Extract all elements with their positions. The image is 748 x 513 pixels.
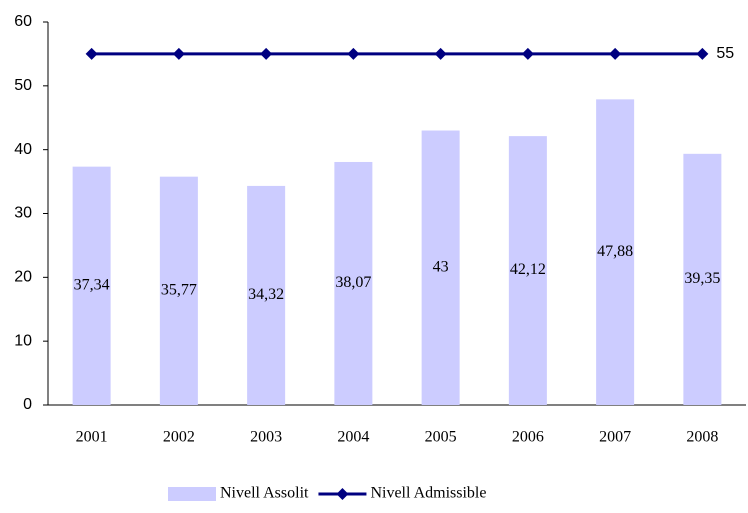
marker	[85, 47, 98, 60]
x-tick-label: 2003	[250, 429, 282, 446]
legend-swatch	[168, 487, 216, 501]
data-label: 39,35	[684, 270, 720, 287]
marker	[347, 47, 360, 60]
x-tick-label: 2006	[512, 429, 544, 446]
marker	[434, 47, 447, 60]
x-tick-label: 2008	[686, 429, 718, 446]
y-tick-label: 10	[14, 332, 32, 349]
bar	[596, 99, 635, 405]
bar	[334, 161, 373, 405]
bar	[683, 153, 722, 405]
y-tick-label: 40	[14, 141, 32, 158]
y-tick-label: 50	[14, 77, 32, 94]
data-label: 38,07	[335, 274, 371, 291]
marker	[609, 47, 622, 60]
legend-label: Nivell Admissible	[370, 485, 486, 502]
bar	[72, 166, 111, 405]
data-label: 37,34	[74, 276, 110, 293]
y-tick-label: 0	[23, 396, 32, 413]
data-label: 35,77	[161, 282, 197, 299]
bar	[247, 185, 286, 405]
x-tick-label: 2004	[337, 429, 369, 446]
marker	[172, 47, 185, 60]
bar	[159, 176, 198, 405]
x-tick-label: 2002	[163, 429, 195, 446]
data-label: 34,32	[248, 286, 284, 303]
marker	[521, 47, 534, 60]
data-label: 55	[716, 45, 734, 62]
legend-marker	[336, 488, 349, 500]
legend-label: Nivell Assolit	[220, 485, 309, 502]
y-tick-label: 20	[14, 269, 32, 286]
y-tick-label: 30	[14, 205, 32, 222]
marker	[260, 47, 273, 60]
data-label: 43	[433, 258, 449, 275]
data-label: 42,12	[510, 261, 546, 278]
y-tick-label: 60	[14, 13, 32, 30]
x-tick-label: 2001	[76, 429, 108, 446]
marker	[696, 47, 709, 60]
data-label: 47,88	[597, 243, 633, 260]
x-tick-label: 2005	[425, 429, 457, 446]
bar	[421, 130, 460, 405]
bar	[508, 136, 547, 405]
x-tick-label: 2007	[599, 429, 631, 446]
